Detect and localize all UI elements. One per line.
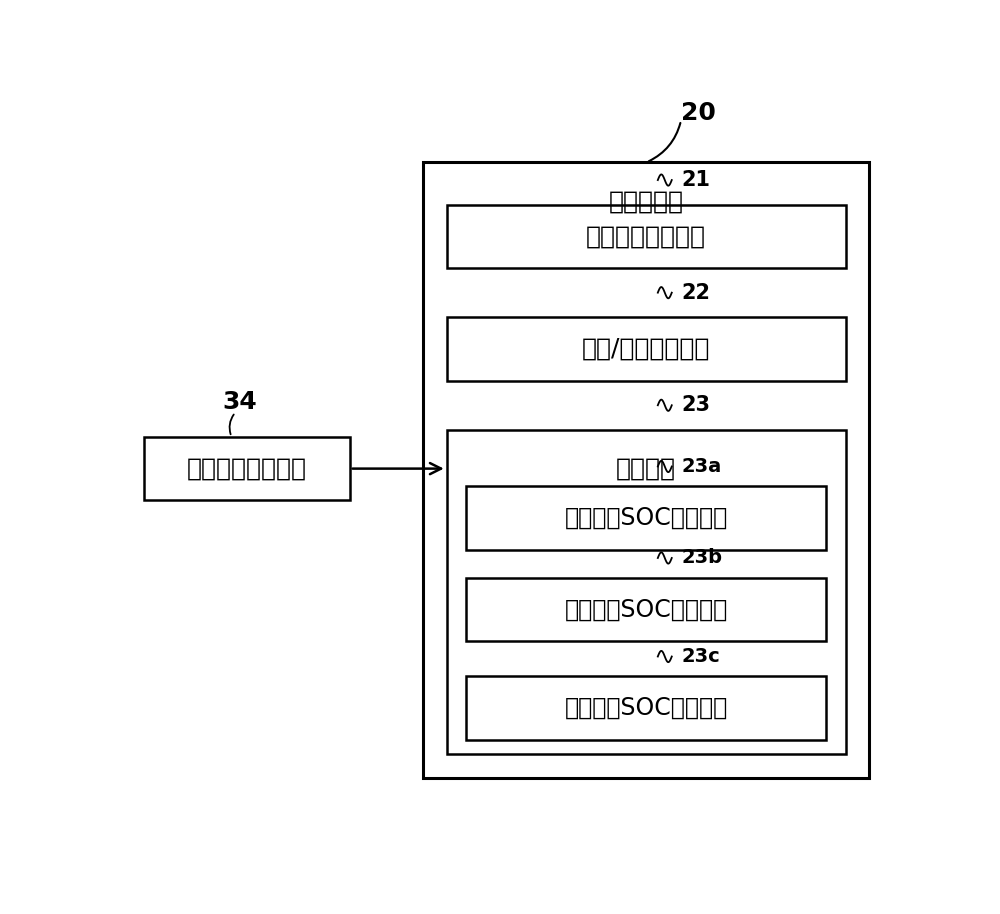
Text: 20: 20 xyxy=(681,101,716,125)
Bar xyxy=(466,486,826,549)
Bar xyxy=(447,317,846,380)
Bar xyxy=(144,437,350,500)
Text: 车辆控制器: 车辆控制器 xyxy=(609,189,684,213)
Text: 23c: 23c xyxy=(681,647,720,666)
Bar xyxy=(447,205,846,268)
Text: 22: 22 xyxy=(681,282,710,303)
Bar xyxy=(466,676,826,739)
Text: 电池保护控制单元: 电池保护控制单元 xyxy=(586,224,706,249)
Text: 第三目标SOC计算映射: 第三目标SOC计算映射 xyxy=(565,696,728,720)
Bar xyxy=(447,430,846,754)
Text: 充电/放电控制单元: 充电/放电控制单元 xyxy=(582,337,710,361)
Text: 第一目标SOC计算映射: 第一目标SOC计算映射 xyxy=(565,505,728,530)
Bar xyxy=(423,163,869,779)
Text: 34: 34 xyxy=(222,389,257,414)
Text: 存储单元: 存储单元 xyxy=(616,457,676,481)
Text: 23a: 23a xyxy=(681,457,721,476)
Bar xyxy=(466,578,826,641)
Text: 第二目标SOC计算映射: 第二目标SOC计算映射 xyxy=(565,598,728,622)
Text: 23: 23 xyxy=(681,395,710,415)
Text: 21: 21 xyxy=(681,170,710,190)
Text: 23b: 23b xyxy=(681,548,722,568)
Text: 电池状态检测单元: 电池状态检测单元 xyxy=(187,457,307,481)
